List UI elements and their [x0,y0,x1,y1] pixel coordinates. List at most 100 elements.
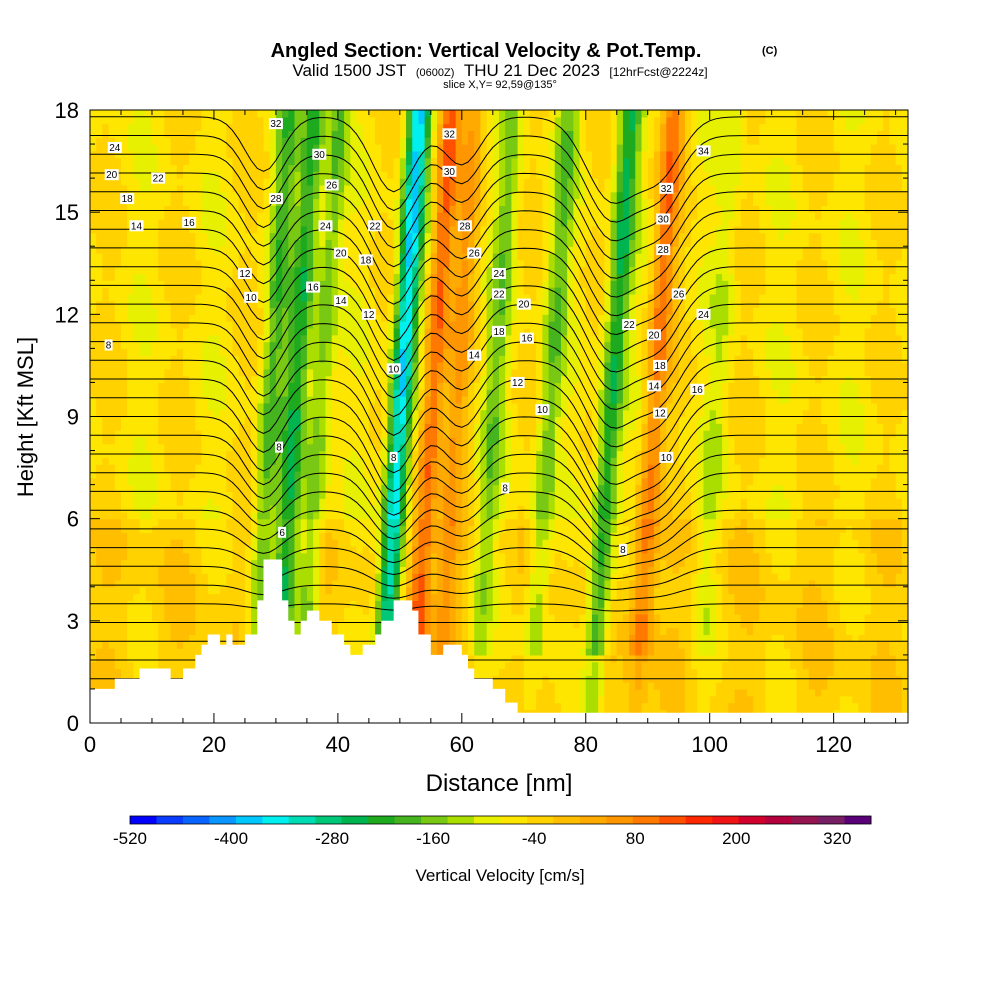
velocity-cell [263,525,271,533]
velocity-cell [306,232,314,241]
velocity-cell [300,402,308,411]
velocity-cell [275,314,283,322]
velocity-cell [375,423,382,431]
velocity-cell [195,205,203,213]
velocity-cell [102,253,110,261]
velocity-cell [158,287,165,295]
velocity-cell [325,150,333,159]
velocity-cell [151,491,159,499]
velocity-cell [251,627,258,636]
velocity-cell [244,607,252,615]
velocity-cell [182,443,190,452]
velocity-cell [331,110,339,111]
velocity-cell [306,436,314,445]
velocity-cell [294,232,302,241]
velocity-cell [238,137,246,145]
velocity-cell [257,552,265,561]
velocity-cell [170,110,178,111]
velocity-cell [294,552,302,561]
velocity-cell [263,205,271,213]
velocity-cell [282,205,289,213]
velocity-cell [207,627,215,636]
velocity-cell [151,389,159,397]
velocity-cell [127,362,134,370]
velocity-cell [282,362,289,370]
velocity-cell [251,375,258,384]
velocity-cell [151,634,159,642]
velocity-cell [325,579,333,588]
velocity-cell [257,239,265,247]
velocity-cell [406,137,413,145]
velocity-cell [207,178,215,186]
velocity-cell [306,396,314,404]
velocity-cell [170,559,178,567]
velocity-cell [90,218,97,227]
velocity-cell [412,436,420,445]
velocity-cell [344,144,351,152]
velocity-cell [282,293,289,302]
velocity-cell [313,450,320,458]
velocity-cell [412,321,420,329]
velocity-cell [90,348,97,356]
velocity-cell [393,436,401,445]
velocity-cell [151,409,159,418]
velocity-cell [238,130,246,138]
velocity-cell [368,607,376,615]
velocity-cell [201,355,209,363]
velocity-cell [306,423,314,431]
velocity-cell [325,430,333,438]
velocity-cell [381,566,389,574]
velocity-cell [275,545,283,554]
velocity-cell [102,321,110,329]
velocity-cell [158,123,165,132]
velocity-cell [182,539,190,547]
velocity-cell [139,253,147,261]
velocity-cell [145,110,153,118]
velocity-cell [120,368,128,377]
velocity-cell [151,287,159,295]
velocity-cell [189,273,196,281]
velocity-cell [399,586,407,595]
velocity-cell [201,321,209,329]
velocity-cell [257,532,265,540]
velocity-cell [220,314,227,322]
velocity-cell [139,552,147,561]
velocity-cell [313,355,320,363]
velocity-cell [331,443,339,452]
velocity-cell [127,382,134,390]
velocity-cell [164,559,172,567]
velocity-cell [399,280,407,288]
velocity-cell [362,341,370,349]
velocity-cell [133,164,141,172]
velocity-cell [114,178,122,186]
velocity-cell [375,579,382,588]
velocity-cell [145,498,153,506]
velocity-cell [350,416,358,424]
velocity-cell [319,157,327,166]
velocity-cell [145,198,153,206]
velocity-cell [201,443,209,452]
velocity-cell [325,300,333,309]
velocity-cell [393,532,401,540]
velocity-cell [406,184,413,193]
velocity-cell [207,341,215,349]
velocity-cell [387,593,395,601]
velocity-cell [127,266,134,275]
velocity-cell [232,137,240,145]
velocity-cell [344,123,351,132]
velocity-cell [226,389,234,397]
velocity-cell [201,505,209,513]
velocity-cell [244,416,252,424]
velocity-cell [356,634,364,642]
velocity-cell [406,327,413,336]
velocity-cell [325,198,333,206]
velocity-cell [313,130,320,138]
velocity-cell [164,491,172,499]
velocity-cell [151,239,159,247]
velocity-cell [337,464,345,472]
velocity-cell [294,566,302,574]
velocity-cell [424,321,432,329]
velocity-cell [127,307,134,315]
velocity-cell [189,443,196,452]
velocity-cell [207,293,215,302]
